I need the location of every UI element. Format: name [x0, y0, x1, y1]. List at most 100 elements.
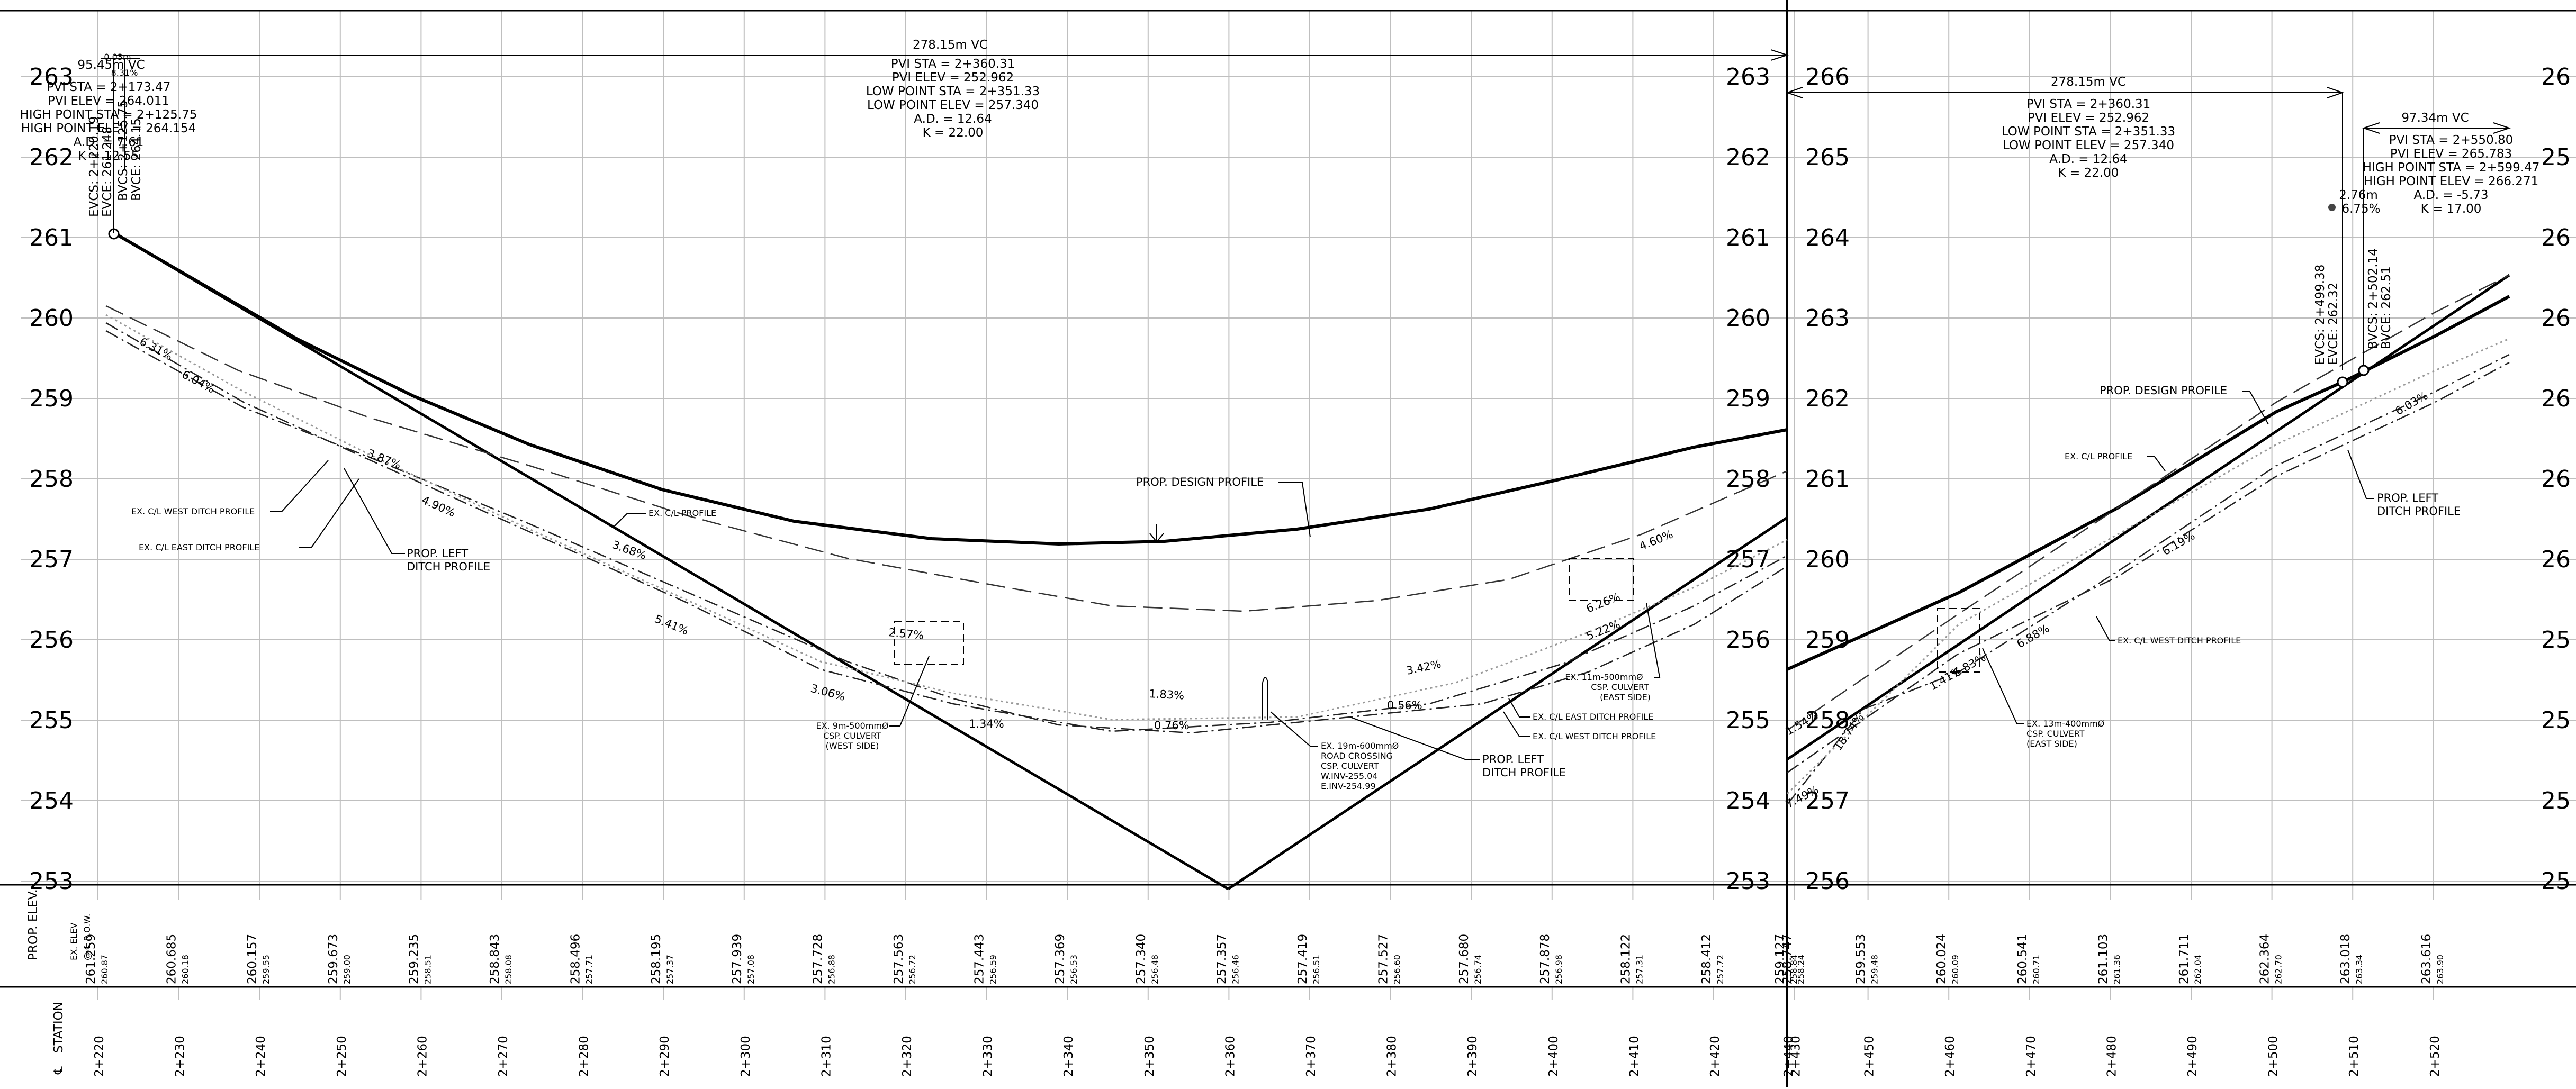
ex-elev-value: 259.00	[342, 955, 352, 984]
prop-left-ditch-label-2: DITCH PROFILE	[407, 560, 490, 573]
elevation-label: 260	[1805, 546, 1850, 573]
prop-left-ditch-label-r2: DITCH PROFILE	[2377, 505, 2461, 518]
elevation-label: 265	[1805, 144, 1850, 171]
culvert-road-2: ROAD CROSSING	[1321, 751, 1393, 761]
vc-dimension-line-r	[1785, 87, 2345, 370]
curve-lt-line-1: PVI STA = 2+173.47	[47, 80, 171, 94]
ex-elev-value: 256.46	[1230, 955, 1240, 984]
bvc-marker-r	[2358, 365, 2370, 376]
station-label: 2+280	[578, 1036, 591, 1077]
curve-lt-line-3: HIGH POINT STA = 2+125.75	[20, 108, 197, 122]
curve-rt-vert-3: BVCS: 2+502.14	[2366, 248, 2380, 349]
prop-design-profile-line	[113, 231, 1788, 546]
curve-main-r-vc: 278.15m VC	[2051, 75, 2126, 89]
station-label: 2+480	[2105, 1036, 2119, 1077]
ex-elev-value: 260.71	[2031, 955, 2041, 984]
elevation-label: 25	[2541, 707, 2571, 734]
culvert-east-3: (EAST SIDE)	[1600, 692, 1651, 702]
prop-elev-value: 258.195	[650, 934, 663, 984]
elevation-label: 262	[1726, 144, 1770, 171]
curve-lt-line-5: A.D. = 7.61	[74, 135, 144, 149]
culvert-west-3: (WEST SIDE)	[826, 741, 879, 751]
prop-elev-value: 257.357	[1215, 934, 1229, 984]
elevation-label: 254	[1726, 787, 1770, 814]
culvert-east-box-r	[1937, 608, 1980, 673]
elevation-label: 25	[2541, 787, 2571, 814]
elevation-label: 262	[1805, 385, 1850, 412]
station-label: 2+240	[254, 1036, 268, 1077]
elevation-label: 266	[1805, 63, 1850, 90]
ex-elev-value: 262.70	[2274, 955, 2284, 984]
prop-elev-value: 263.616	[2420, 934, 2434, 984]
ex-elev-value: 256.59	[988, 955, 998, 984]
prop-left-ditch-label-r1: PROP. LEFT	[2377, 492, 2438, 504]
station-label: 2+230	[174, 1036, 187, 1077]
curve-rt-line-4: HIGH POINT ELEV = 266.271	[2364, 175, 2538, 188]
curve-main-r-line-4: LOW POINT ELEV = 257.340	[2003, 139, 2174, 152]
elevation-label: 255	[1726, 707, 1770, 734]
ex-elev-value: 257.08	[746, 955, 756, 984]
ex-elev-value: 258.51	[422, 955, 433, 984]
curve-rt-line-2: PVI ELEV = 265.783	[2390, 147, 2512, 161]
curve-rt-small-2: 6.75%	[2341, 202, 2380, 216]
station-label: 2+270	[497, 1036, 510, 1077]
prop-elev-value: 257.340	[1134, 934, 1148, 984]
ex-elev-value: 260.87	[100, 955, 110, 984]
prop-elev-value: 257.369	[1053, 934, 1067, 984]
prop-elev-value: 257.419	[1296, 934, 1310, 984]
culvert-road-1: EX. 19m-600mmØ	[1321, 741, 1399, 751]
prop-elev-value: 258.496	[569, 934, 583, 984]
prop-elev-value: 259.673	[327, 934, 340, 984]
prop-elev-value: 257.563	[892, 934, 906, 984]
grade-9: 2.57%	[888, 626, 925, 642]
grade-12: 0.56%	[1387, 699, 1422, 712]
prop-elev-value: 258.747	[1781, 934, 1795, 984]
prop-elev-value: 258.122	[1619, 934, 1633, 984]
station-label: 2+290	[658, 1036, 672, 1077]
station-label: 2+360	[1223, 1036, 1237, 1077]
curve-main-line-2: PVI ELEV = 252.962	[892, 71, 1014, 85]
ex-elev-value: 257.71	[584, 955, 595, 984]
elevation-label: 25	[2541, 627, 2571, 654]
evc-marker-r	[2337, 376, 2348, 388]
curve-main-r-line-5: A.D. = 12.64	[2049, 152, 2127, 166]
ex-elev-value: 256.74	[1473, 955, 1483, 984]
elevation-label: 255	[29, 707, 74, 734]
elevation-label: 256	[29, 627, 74, 654]
elevation-label: 263	[1726, 63, 1770, 90]
ex-cl-east-ditch-label-r: EX. C/L EAST DITCH PROFILE	[1533, 712, 1653, 722]
curve-main-line-3: LOW POINT STA = 2+351.33	[866, 85, 1040, 98]
curve-main-line-4: LOW POINT ELEV = 257.340	[867, 98, 1039, 112]
curve-rt-vert-1: EVCS: 2+499.38	[2313, 265, 2327, 365]
data-table: 2+220 261.259 260.87 2+230 260.685 260.18 2+24…	[84, 934, 2445, 1077]
ex-cl-west-ditch-label-r2: EX. C/L WEST DITCH PROFILE	[2118, 636, 2241, 646]
ex-cl-west-ditch-line	[105, 330, 1788, 734]
elevation-label: 26	[2541, 224, 2571, 251]
elevation-label: 25	[2541, 868, 2571, 895]
ex-elev-value: 260.09	[1950, 955, 1960, 984]
station-label: 2+330	[981, 1036, 995, 1077]
station-label: 2+390	[1466, 1036, 1480, 1077]
ex-elev-header: EX. ELEV	[69, 923, 79, 960]
curve-rt-line-5: A.D. = -5.73	[2413, 188, 2488, 202]
curve-left-top-annotation: 0.03m 95.45m VC 8.31% PVI STA = 2+173.47…	[20, 52, 197, 233]
elevation-label: 258	[29, 466, 74, 493]
prop-elev-value: 260.024	[1935, 934, 1949, 984]
station-label: 2+430	[1789, 1036, 1803, 1077]
ex-elev-value: 260.18	[181, 955, 191, 984]
culvert-east-box	[1569, 558, 1634, 601]
prop-design-profile-line-r	[1786, 295, 2510, 671]
station-label: 2+410	[1627, 1036, 1641, 1077]
ex-elev-value: 257.72	[1715, 955, 1725, 984]
ex-elev-value: 256.60	[1392, 955, 1402, 984]
ex-elev-value: 256.72	[907, 955, 917, 984]
curve-main-annotation-right: 278.15m VC PVI STA = 2+360.31 PVI ELEV =…	[2002, 75, 2175, 180]
prop-design-profile-label: PROP. DESIGN PROFILE	[1136, 476, 1264, 488]
culvert-east2-2: CSP. CULVERT	[2026, 729, 2085, 739]
elevation-label: 262	[29, 144, 74, 171]
ex-elev-value: 263.34	[2354, 955, 2364, 984]
prop-elev-value: 261.711	[2177, 934, 2191, 984]
elevation-label: 26	[2541, 63, 2571, 90]
